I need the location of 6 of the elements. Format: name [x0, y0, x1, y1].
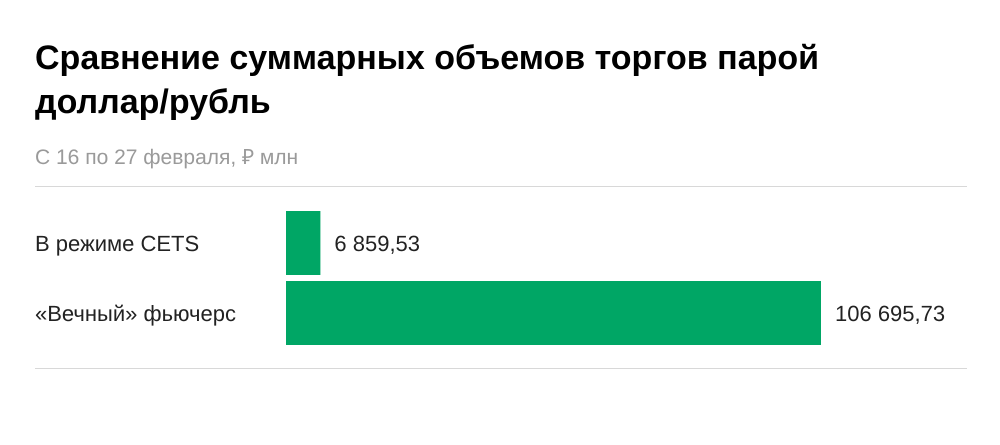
y-tick-label: «Вечный» фьючерс [35, 301, 236, 326]
data-label: 106 695,73 [835, 300, 946, 326]
chart-title: Сравнение суммарных объемов торгов парой доллар/рубль [35, 38, 820, 123]
chart-subtitle: С 16 по 27 февраля, ₽ млн [35, 145, 298, 170]
data-label: 6 859,53 [334, 230, 420, 256]
y-tick-label: В режиме CETS [35, 231, 200, 256]
